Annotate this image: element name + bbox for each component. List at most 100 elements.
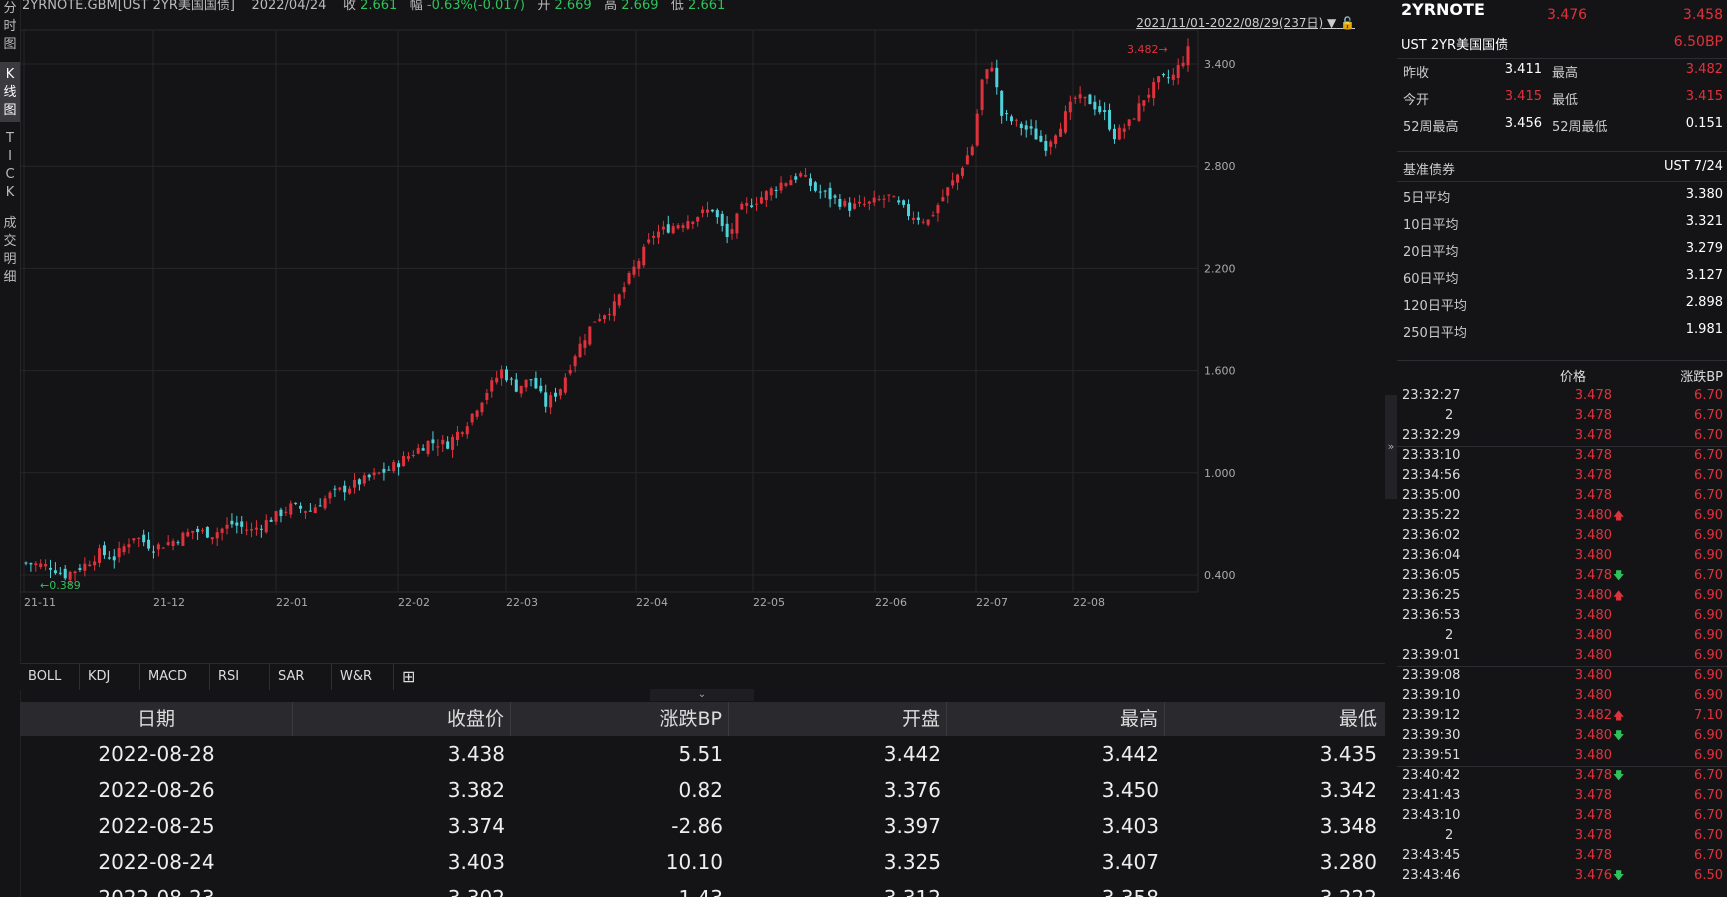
- table-row[interactable]: 2022-08-24 3.403 10.10 3.325 3.407 3.280: [20, 844, 1385, 880]
- tick-row[interactable]: 23:41:43 3.478 6.70: [1397, 786, 1727, 806]
- col-high[interactable]: 最高: [947, 702, 1165, 736]
- indicator-boll[interactable]: BOLL: [20, 664, 80, 690]
- dropdown-triangle-icon[interactable]: ▼: [1326, 16, 1337, 30]
- expand-panel-icon[interactable]: »: [1385, 395, 1397, 499]
- tick-time: 23:36:25: [1402, 588, 1461, 603]
- candle-body: [377, 472, 381, 474]
- tick-row[interactable]: 23:40:42 3.478 🡇 6.70: [1397, 766, 1727, 786]
- tick-row[interactable]: 23:36:04 3.480 6.90: [1397, 546, 1727, 566]
- candle-body: [382, 468, 386, 473]
- table-cell: 3.280: [1319, 850, 1377, 874]
- candle-body: [68, 571, 72, 580]
- kline-chart[interactable]: 2021/11/01-2022/08/29(237日) ▼ 🔓 0.400 1.0…: [20, 12, 1385, 662]
- tick-row[interactable]: 23:33:10 3.478 6.70: [1397, 446, 1727, 466]
- candle-body: [563, 377, 567, 393]
- tick-row[interactable]: 2 3.480 6.90: [1397, 626, 1727, 646]
- col-close[interactable]: 收盘价: [293, 702, 511, 736]
- candle-body: [343, 485, 347, 493]
- panel-splitter[interactable]: »: [1385, 0, 1397, 897]
- table-row[interactable]: 2022-08-25 3.374 -2.86 3.397 3.403 3.348: [20, 808, 1385, 844]
- tick-price: 3.480: [1574, 608, 1612, 623]
- indicator-wr[interactable]: W&R: [332, 664, 394, 690]
- add-indicator-icon[interactable]: ⊞: [402, 667, 416, 686]
- tick-row[interactable]: 23:43:46 3.476 🡇 6.50: [1397, 866, 1727, 886]
- candle-body: [549, 395, 553, 408]
- candle-body: [838, 198, 842, 207]
- average-label: 250日平均: [1403, 326, 1467, 341]
- tick-row[interactable]: 23:35:00 3.478 6.70: [1397, 486, 1727, 506]
- table-row[interactable]: 2022-08-233.3021.433.3123.3583.222: [20, 880, 1385, 897]
- quote-header: 2YRNOTE.GBM[UST 2YR美国国债] 2022/04/24 收 2.…: [22, 0, 1382, 12]
- tab-tick[interactable]: T I C K: [5, 131, 15, 200]
- tick-bp: 6.90: [1694, 588, 1723, 603]
- indicator-sar[interactable]: SAR: [270, 664, 332, 690]
- tick-row[interactable]: 23:36:25 3.480 🡅 6.90: [1397, 586, 1727, 606]
- tick-row[interactable]: 23:39:51 3.480 6.90: [1397, 746, 1727, 766]
- tick-row[interactable]: 23:34:56 3.478 6.70: [1397, 466, 1727, 486]
- candle-body: [652, 235, 656, 238]
- candle-body: [446, 441, 450, 449]
- col-date[interactable]: 日期: [20, 702, 293, 736]
- table-row[interactable]: 2022-08-28 3.438 5.51 3.442 3.442 3.435: [20, 736, 1385, 772]
- tick-time: 23:36:02: [1402, 528, 1461, 543]
- lock-icon[interactable]: 🔓: [1340, 16, 1355, 30]
- tick-row[interactable]: 23:39:10 3.480 6.90: [1397, 686, 1727, 706]
- indicator-rsi[interactable]: RSI: [210, 664, 270, 690]
- tick-row[interactable]: 23:39:01 3.480 6.90: [1397, 646, 1727, 666]
- candle-body: [205, 526, 209, 538]
- candle-body: [485, 392, 489, 400]
- tab-timeshare[interactable]: 分 时 图: [3, 1, 17, 52]
- y-tick-label: 2.200: [1204, 262, 1236, 275]
- tick-row[interactable]: 2 3.478 6.70: [1397, 406, 1727, 426]
- col-open[interactable]: 开盘: [729, 702, 947, 736]
- tick-row[interactable]: 23:43:45 3.478 6.70: [1397, 846, 1727, 866]
- tick-time: 23:32:29: [1402, 428, 1461, 443]
- table-cell: 3.376: [883, 778, 941, 802]
- candle-body: [823, 190, 827, 192]
- tab-trade-detail[interactable]: 成 交 明 细: [3, 216, 17, 285]
- candle-body: [49, 567, 53, 570]
- tick-row[interactable]: 23:36:53 3.480 6.90: [1397, 606, 1727, 626]
- candle-body: [313, 507, 317, 514]
- indicator-macd[interactable]: MACD: [140, 664, 210, 690]
- collapse-chevron-icon[interactable]: ⌄: [650, 689, 754, 701]
- left-tab-bar: 分 时 图 K 线 图 T I C K 成 交 明 细: [0, 0, 21, 897]
- candle-body: [539, 385, 543, 392]
- tick-row[interactable]: 23:35:22 3.480 🡅 6.90: [1397, 506, 1727, 526]
- indicator-kdj[interactable]: KDJ: [80, 664, 140, 690]
- candle-body: [764, 191, 768, 201]
- tick-list[interactable]: 23:32:27 3.478 6.70 2 3.478 6.70 23:32:29 3.478…: [1397, 386, 1727, 886]
- tick-row[interactable]: 2 3.478 6.70: [1397, 826, 1727, 846]
- col-change-bp[interactable]: 涨跌BP: [511, 702, 729, 736]
- tick-row[interactable]: 23:43:10 3.478 6.70: [1397, 806, 1727, 826]
- candle-body: [740, 203, 744, 210]
- average-row: 10日平均 3.321: [1397, 214, 1727, 236]
- candle-body: [647, 239, 651, 243]
- tick-row[interactable]: 23:39:30 3.480 🡇 6.90: [1397, 726, 1727, 746]
- candle-body: [1054, 135, 1058, 144]
- candle-body: [1073, 97, 1077, 99]
- tick-row[interactable]: 23:32:27 3.478 6.70: [1397, 386, 1727, 406]
- col-low[interactable]: 最低: [1338, 708, 1377, 730]
- tab-kline[interactable]: K 线 图: [0, 62, 20, 122]
- candle-body: [907, 204, 911, 217]
- tick-row[interactable]: 23:32:29 3.478 6.70: [1397, 426, 1727, 446]
- candle-body: [789, 180, 793, 186]
- tick-row[interactable]: 23:39:12 3.482 🡅 7.10: [1397, 706, 1727, 726]
- tick-row[interactable]: 23:36:05 3.478 🡇 6.70: [1397, 566, 1727, 586]
- average-label: 20日平均: [1403, 245, 1459, 260]
- tick-header-bp: 涨跌BP: [1680, 370, 1723, 385]
- indicator-tab-bar: BOLL KDJ MACD RSI SAR W&R ⊞: [20, 663, 1385, 690]
- tick-row[interactable]: 23:39:08 3.480 6.90: [1397, 666, 1727, 686]
- candle-body: [661, 226, 665, 230]
- tick-time: 23:32:27: [1402, 388, 1461, 403]
- candle-body: [598, 318, 602, 322]
- tick-row[interactable]: 23:36:02 3.480 6.90: [1397, 526, 1727, 546]
- date-range-selector[interactable]: 2021/11/01-2022/08/29(237日) ▼ 🔓: [1136, 14, 1355, 31]
- stat-label: 52周最高: [1403, 120, 1459, 135]
- table-row[interactable]: 2022-08-26 3.382 0.82 3.376 3.450 3.342: [20, 772, 1385, 808]
- table-cell: 0.82: [678, 778, 723, 802]
- table-cell: 3.403: [1101, 814, 1159, 838]
- tick-time: 23:39:30: [1402, 728, 1461, 743]
- stat-row: 昨收 3.411 最高 3.482: [1397, 62, 1727, 84]
